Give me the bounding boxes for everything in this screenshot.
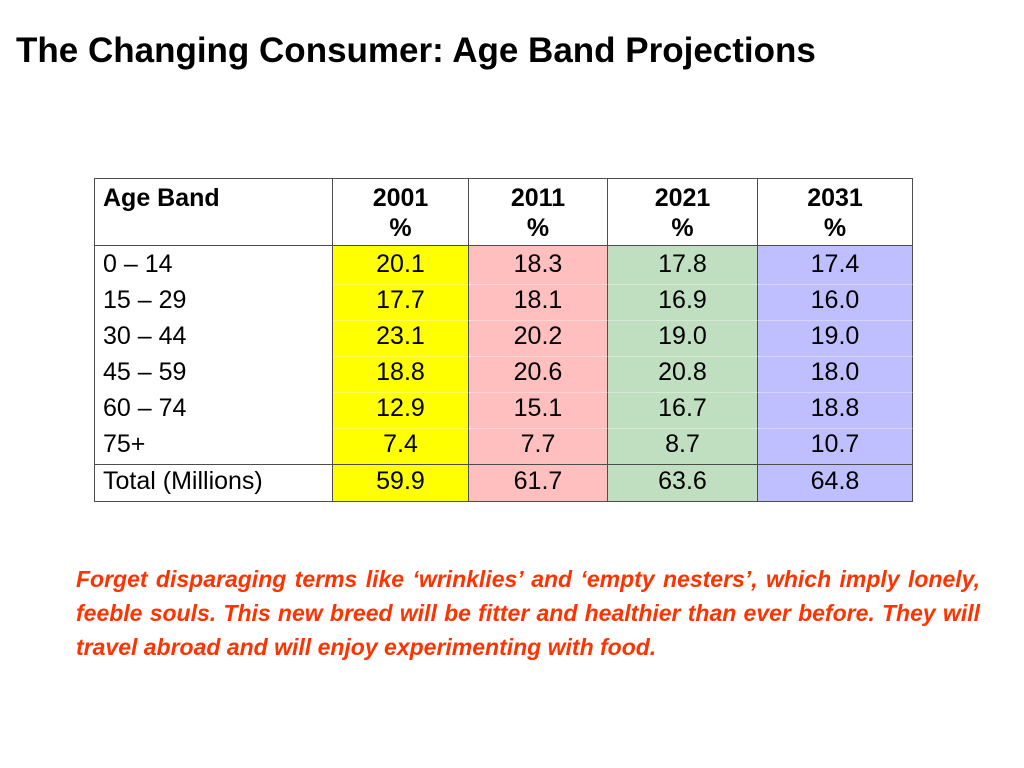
cell-2021: 8.7: [607, 428, 758, 465]
cell-2011: 15.1: [468, 392, 608, 429]
header-year: 2001: [372, 184, 429, 212]
header-year: 2021: [654, 184, 711, 212]
cell-2001: 18.8: [332, 356, 469, 393]
cell-2021: 16.7: [607, 392, 758, 429]
cell-2001: 7.4: [332, 428, 469, 465]
cell-2031: 18.0: [757, 356, 913, 393]
cell-2031: 19.0: [757, 320, 913, 357]
row-label: 75+: [94, 428, 333, 465]
cell-2011: 20.2: [468, 320, 608, 357]
header-year: 2011: [510, 184, 566, 212]
row-label: 15 – 29: [94, 284, 333, 321]
cell-2001: 23.1: [332, 320, 469, 357]
row-label: 60 – 74: [94, 392, 333, 429]
table-row: 45 – 59 18.8 20.6 20.8 18.0: [94, 356, 913, 393]
header-2011: 2011 %: [468, 178, 608, 246]
header-2021: 2021 %: [607, 178, 758, 246]
cell-2031: 16.0: [757, 284, 913, 321]
cell-2031: 18.8: [757, 392, 913, 429]
table-header-row: Age Band 2001 % 2011 % 2021 % 2031 %: [94, 178, 913, 246]
header-age-band: Age Band: [94, 178, 333, 246]
row-label: 0 – 14: [94, 245, 333, 285]
header-unit: %: [823, 214, 847, 242]
total-label: Total (Millions): [94, 464, 333, 502]
row-label: 45 – 59: [94, 356, 333, 393]
row-label: 30 – 44: [94, 320, 333, 357]
total-2011: 61.7: [468, 464, 608, 502]
table-row: 75+ 7.4 7.7 8.7 10.7: [94, 428, 913, 465]
cell-2011: 18.1: [468, 284, 608, 321]
cell-2011: 18.3: [468, 245, 608, 285]
cell-2001: 20.1: [332, 245, 469, 285]
header-unit: %: [671, 214, 694, 242]
cell-2001: 17.7: [332, 284, 469, 321]
table-row: 0 – 14 20.1 18.3 17.8 17.4: [94, 245, 913, 285]
page-title: The Changing Consumer: Age Band Projecti…: [16, 31, 816, 70]
cell-2011: 20.6: [468, 356, 608, 393]
table-row: 30 – 44 23.1 20.2 19.0 19.0: [94, 320, 913, 357]
table-row: 15 – 29 17.7 18.1 16.9 16.0: [94, 284, 913, 321]
header-year: 2031: [807, 184, 863, 212]
cell-2021: 16.9: [607, 284, 758, 321]
cell-2021: 19.0: [607, 320, 758, 357]
header-unit: %: [526, 214, 550, 242]
cell-2011: 7.7: [468, 428, 608, 465]
table-total-row: Total (Millions) 59.9 61.7 63.6 64.8: [94, 464, 913, 502]
header-unit: %: [389, 214, 412, 242]
commentary-note: Forget disparaging terms like ‘wrinklies…: [76, 566, 980, 660]
age-band-table: Age Band 2001 % 2011 % 2021 % 2031 % 0 –…: [94, 178, 913, 502]
table-row: 60 – 74 12.9 15.1 16.7 18.8: [94, 392, 913, 429]
cell-2031: 10.7: [757, 428, 913, 465]
cell-2031: 17.4: [757, 245, 913, 285]
cell-2021: 17.8: [607, 245, 758, 285]
header-2031: 2031 %: [757, 178, 913, 246]
total-2001: 59.9: [332, 464, 469, 502]
cell-2001: 12.9: [332, 392, 469, 429]
cell-2021: 20.8: [607, 356, 758, 393]
total-2031: 64.8: [757, 464, 913, 502]
header-2001: 2001 %: [332, 178, 469, 246]
total-2021: 63.6: [607, 464, 758, 502]
